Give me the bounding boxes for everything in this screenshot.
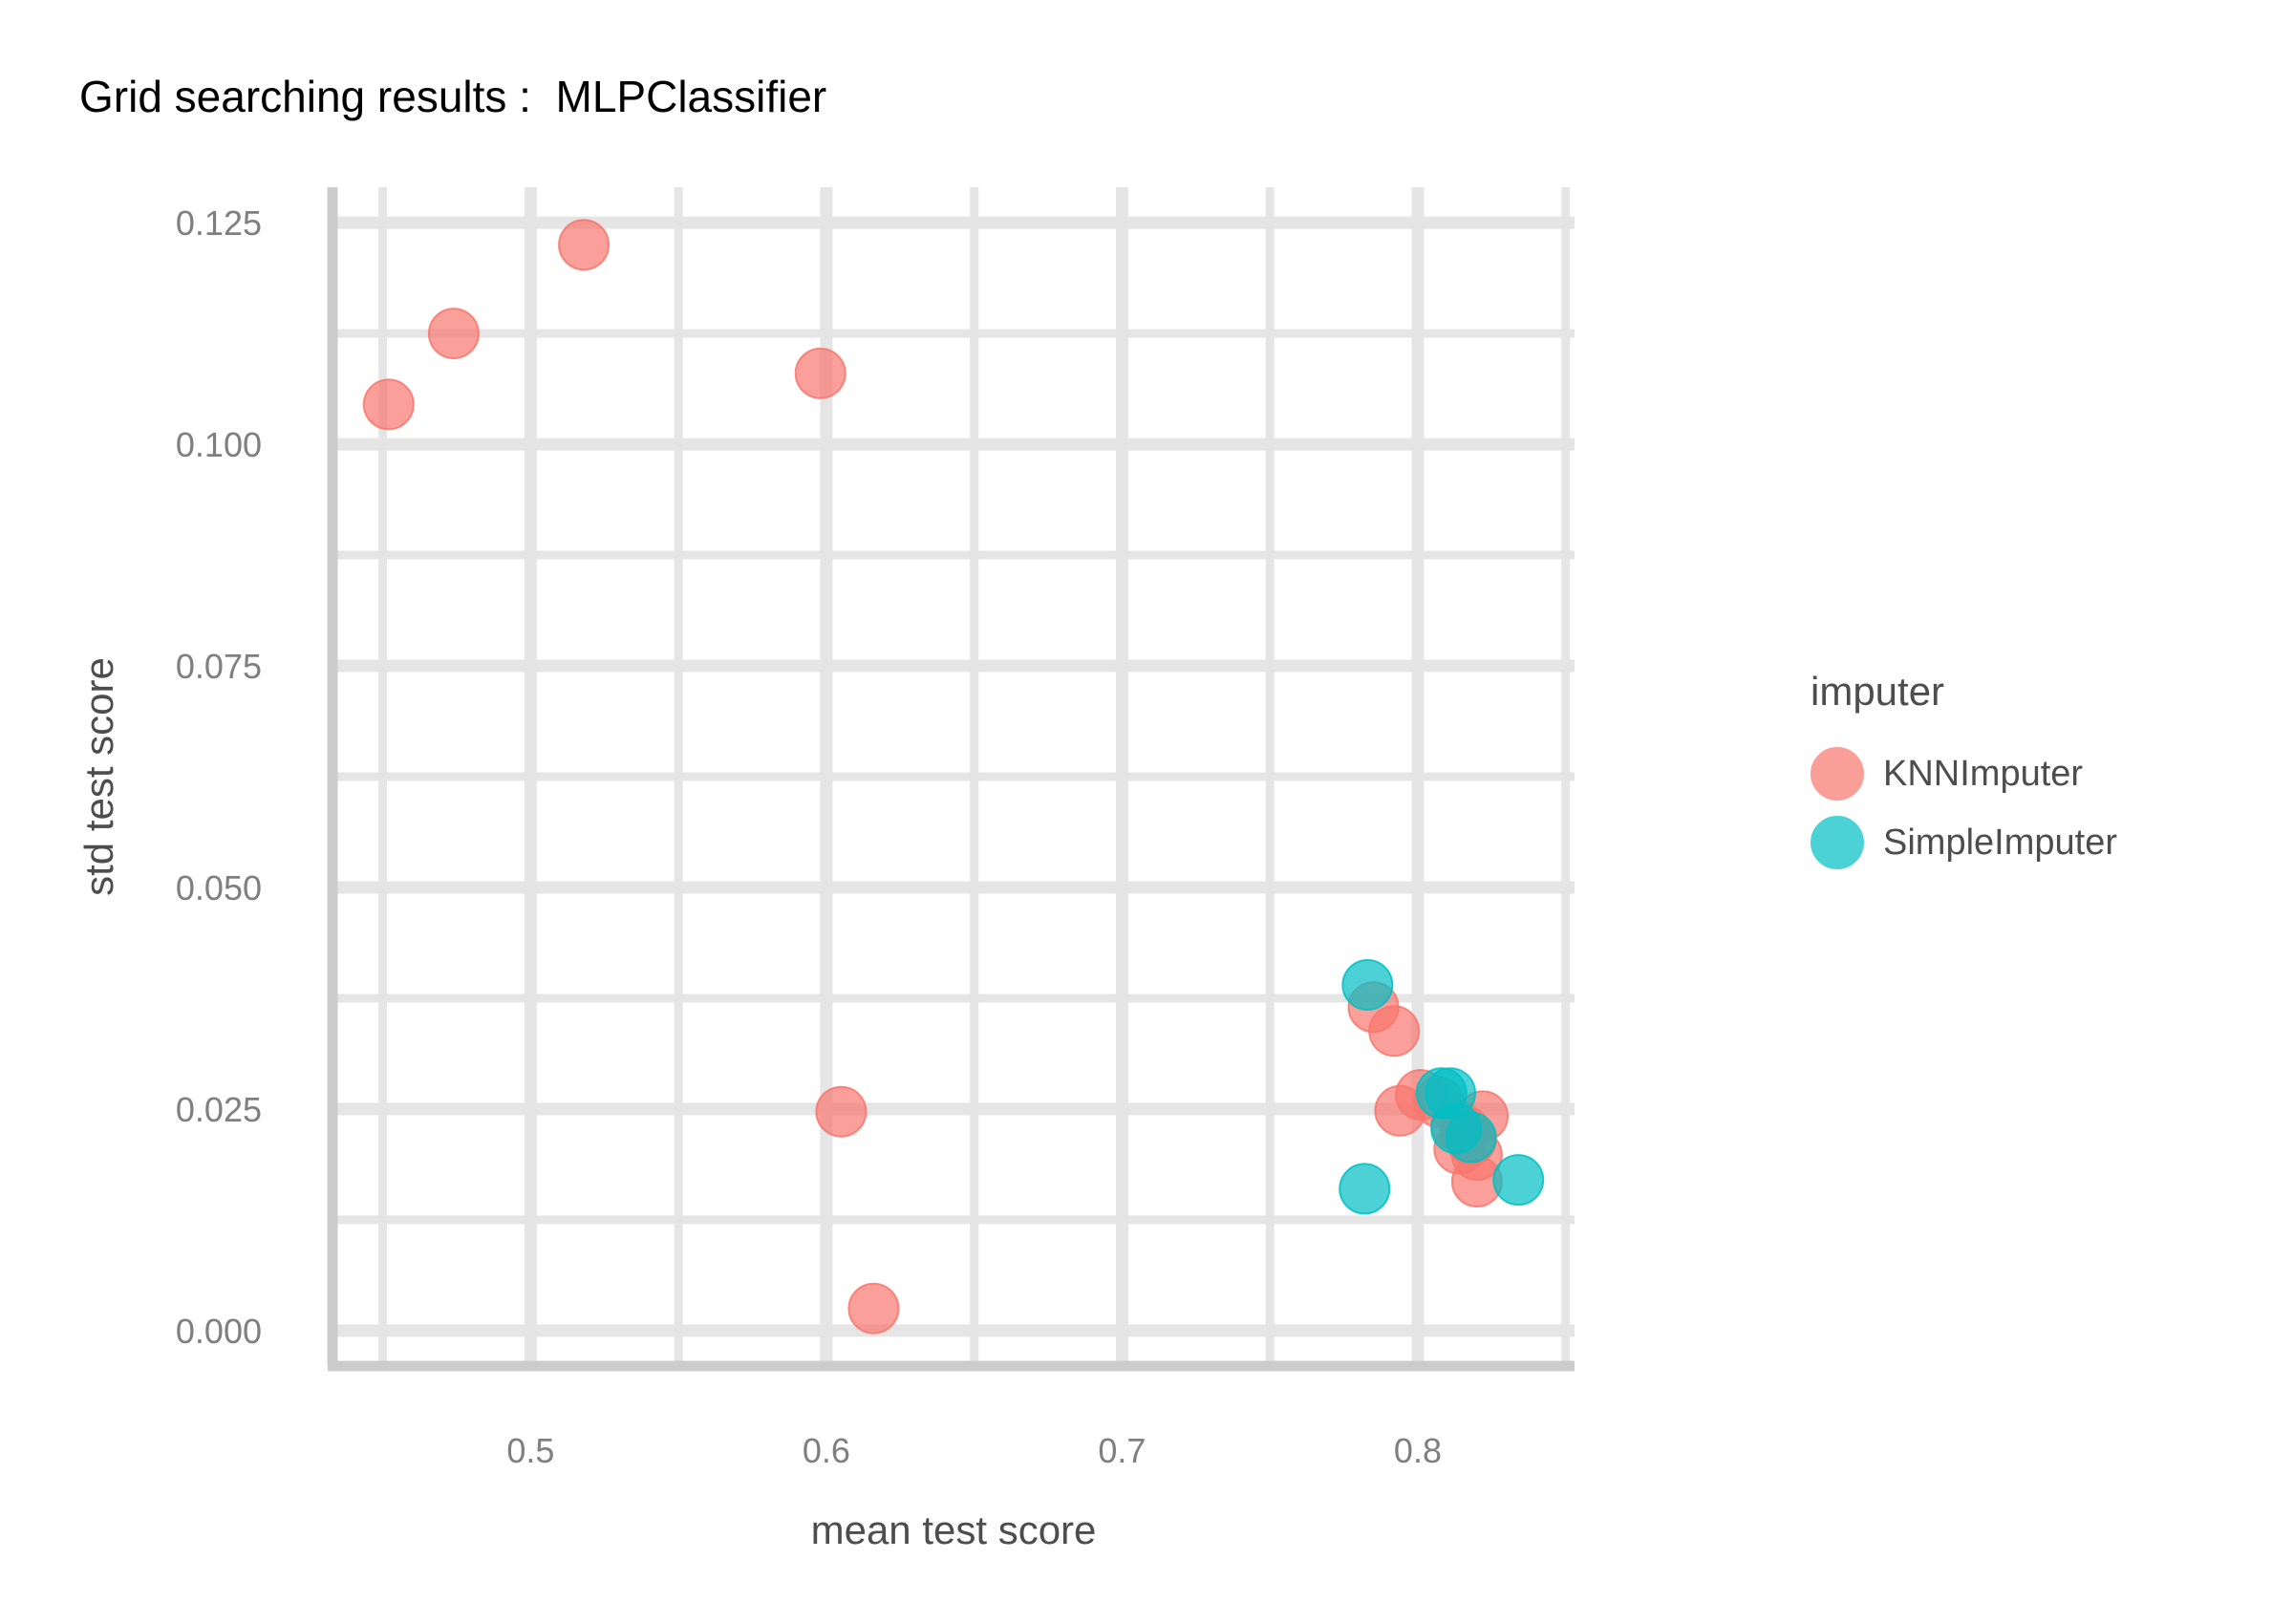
y-tick-labels: 0.000 0.025 0.050 0.075 0.100 0.125: [176, 203, 262, 1351]
y-tick-label: 0.125: [176, 203, 262, 243]
axis-lines: [327, 187, 1575, 1372]
data-point-simpleimputer: [1445, 1111, 1497, 1164]
y-tick-label: 0.075: [176, 647, 262, 686]
data-point-knnimputer: [815, 1085, 868, 1138]
x-tick-label: 0.5: [506, 1431, 554, 1470]
x-tick-label: 0.6: [803, 1431, 850, 1470]
legend-label-simpleimputer: SimpleImputer: [1883, 822, 2117, 863]
legend-key-simpleimputer: [1811, 816, 1864, 869]
data-point-simpleimputer: [1341, 959, 1394, 1012]
chart-title: Grid searching results : MLPClassifier: [79, 72, 827, 121]
legend-label-knnimputer: KNNImputer: [1883, 753, 2084, 794]
legend-title: imputer: [1811, 669, 1945, 714]
y-tick-label: 0.000: [176, 1312, 262, 1351]
y-axis-title: std test score: [76, 657, 121, 896]
y-tick-label: 0.025: [176, 1090, 262, 1129]
y-tick-label: 0.050: [176, 868, 262, 908]
grid-major-lines: [332, 187, 1575, 1366]
data-point-simpleimputer: [1339, 1163, 1391, 1215]
y-tick-label: 0.100: [176, 425, 262, 464]
data-point-knnimputer: [558, 219, 611, 271]
legend-item-knnimputer: KNNImputer: [1811, 739, 2117, 808]
data-point-simpleimputer: [1492, 1154, 1545, 1207]
x-tick-label: 0.7: [1098, 1431, 1146, 1470]
data-point-knnimputer: [1368, 1005, 1421, 1058]
data-point-knnimputer: [794, 347, 846, 399]
data-point-knnimputer: [362, 378, 415, 431]
x-axis-title: mean test score: [811, 1507, 1097, 1552]
legend-item-simpleimputer: SimpleImputer: [1811, 808, 2117, 877]
data-points: [362, 219, 1545, 1335]
x-tick-labels: 0.5 0.6 0.7 0.8: [506, 1431, 1442, 1470]
legend-key-knnimputer: [1811, 747, 1864, 801]
data-point-knnimputer: [427, 308, 480, 360]
data-point-knnimputer: [847, 1282, 900, 1335]
x-tick-label: 0.8: [1394, 1431, 1442, 1470]
legend: imputer KNNImputer SimpleImputer: [1811, 669, 2117, 877]
